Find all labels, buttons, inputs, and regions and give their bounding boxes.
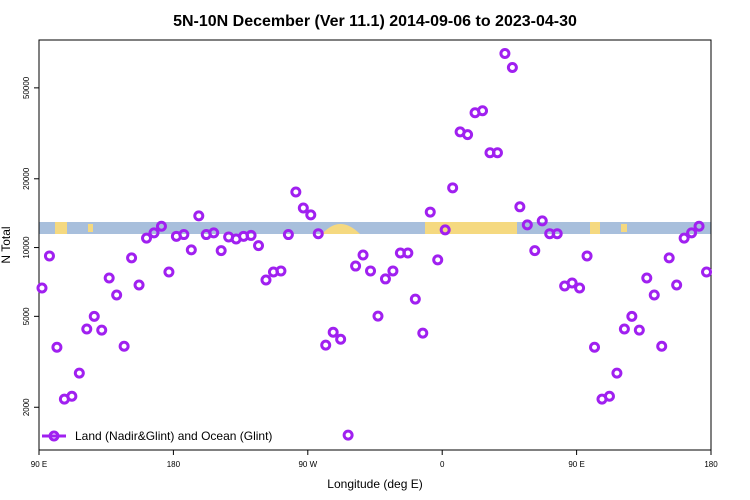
data-point <box>73 367 85 379</box>
data-point <box>656 340 668 352</box>
data-point <box>521 219 533 231</box>
x-tick-label: 90 E <box>568 460 584 469</box>
data-point <box>566 277 578 289</box>
data-point <box>208 227 220 239</box>
data-point <box>66 390 78 402</box>
data-point <box>417 327 429 339</box>
data-point <box>491 147 503 159</box>
data-point <box>462 129 474 141</box>
x-axis-label: Longitude (deg E) <box>327 477 422 491</box>
data-point <box>551 228 563 240</box>
y-axis-label: N Total <box>0 226 13 263</box>
data-point <box>633 324 645 336</box>
data-point <box>678 232 690 244</box>
data-point <box>335 333 347 345</box>
data-point <box>163 266 175 278</box>
data-point <box>409 293 421 305</box>
x-tick-label: 180 <box>167 460 181 469</box>
data-point <box>133 279 145 291</box>
map-strip <box>39 222 711 234</box>
data-point <box>111 289 123 301</box>
data-point <box>155 220 167 232</box>
data-point <box>305 209 317 221</box>
data-point <box>297 202 309 214</box>
data-point <box>260 274 272 286</box>
data-point <box>275 265 287 277</box>
data-point <box>290 186 302 198</box>
legend-label: Land (Nadir&Glint) and Ocean (Glint) <box>75 429 272 443</box>
data-point <box>342 429 354 441</box>
x-tick-label: 90 W <box>298 460 317 469</box>
data-point <box>357 249 369 261</box>
data-point <box>43 250 55 262</box>
y-tick-label: 5000 <box>22 307 31 325</box>
data-point <box>701 266 713 278</box>
y-tick-label: 10000 <box>22 236 31 259</box>
data-point <box>118 340 130 352</box>
data-point <box>88 310 100 322</box>
data-point <box>447 182 459 194</box>
data-point <box>618 323 630 335</box>
data-point <box>51 341 63 353</box>
data-point <box>103 272 115 284</box>
data-point <box>96 324 108 336</box>
data-point <box>499 47 511 59</box>
x-tick-label: 180 <box>704 460 718 469</box>
data-point <box>611 367 623 379</box>
y-tick-label: 20000 <box>22 167 31 190</box>
data-point <box>185 244 197 256</box>
data-point <box>663 252 675 264</box>
data-point <box>402 247 414 259</box>
data-point <box>215 245 227 257</box>
data-point <box>178 229 190 241</box>
data-point <box>81 323 93 335</box>
data-point <box>387 265 399 277</box>
data-point <box>581 250 593 262</box>
data-point <box>574 282 586 294</box>
data-point <box>514 201 526 213</box>
data-point <box>506 61 518 73</box>
data-point <box>253 240 265 252</box>
data-point <box>282 229 294 241</box>
data-point <box>193 210 205 222</box>
data-point <box>589 341 601 353</box>
data-point <box>320 339 332 351</box>
data-point <box>686 227 698 239</box>
plot-frame <box>38 39 712 451</box>
x-tick-label: 90 E <box>31 460 47 469</box>
data-point <box>372 310 384 322</box>
data-point <box>626 310 638 322</box>
data-point <box>432 254 444 266</box>
data-point <box>529 245 541 257</box>
data-point <box>327 326 339 338</box>
data-point <box>312 228 324 240</box>
data-point <box>641 272 653 284</box>
data-point <box>141 232 153 244</box>
legend: Land (Nadir&Glint) and Ocean (Glint) <box>42 429 272 443</box>
data-point <box>126 252 138 264</box>
data-point <box>477 105 489 117</box>
data-point <box>379 273 391 285</box>
x-tick-label: 0 <box>440 460 445 469</box>
data-point <box>36 282 48 294</box>
data-point <box>245 229 257 241</box>
legend-marker <box>48 430 60 442</box>
y-tick-label: 50000 <box>22 76 31 99</box>
chart-title: 5N-10N December (Ver 11.1) 2014-09-06 to… <box>173 13 577 30</box>
data-point <box>671 279 683 291</box>
data-point <box>350 260 362 272</box>
data-point <box>648 289 660 301</box>
data-point <box>693 220 705 232</box>
data-point <box>424 206 436 218</box>
data-point <box>439 224 451 236</box>
data-point <box>536 215 548 227</box>
y-tick-label: 2000 <box>22 398 31 416</box>
data-point <box>365 265 377 277</box>
data-point <box>603 390 615 402</box>
data-point <box>148 227 160 239</box>
